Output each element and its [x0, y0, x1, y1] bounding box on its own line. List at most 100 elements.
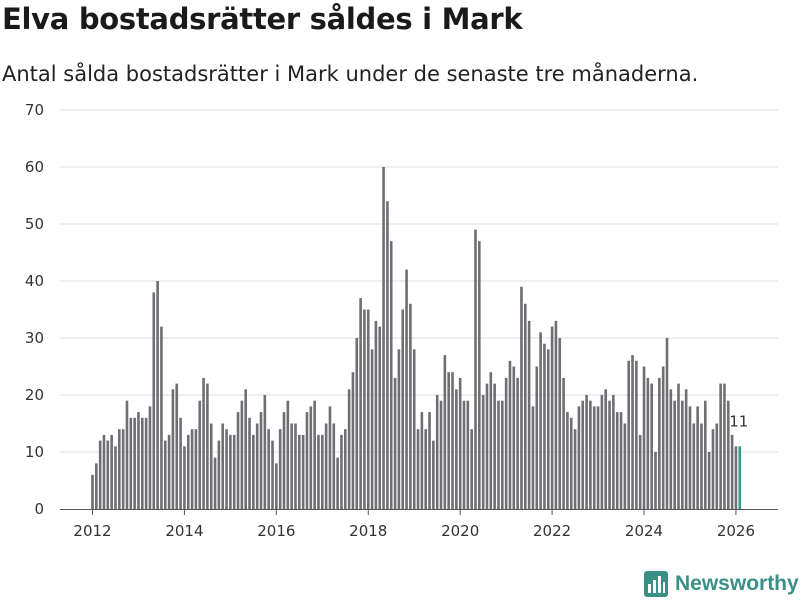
bar — [98, 440, 102, 509]
bar — [527, 320, 531, 509]
bar — [608, 400, 611, 509]
bar — [573, 429, 577, 509]
bar — [171, 389, 175, 509]
bar — [726, 400, 730, 509]
y-tick-label: 10 — [25, 443, 44, 461]
bar — [213, 457, 217, 509]
bar — [198, 400, 202, 509]
bar — [183, 446, 186, 509]
bar — [734, 446, 738, 509]
bar — [278, 429, 282, 509]
bar — [604, 389, 608, 509]
chart-title: Elva bostadsrätter såldes i Mark — [2, 2, 523, 36]
bar — [681, 400, 684, 509]
bar — [581, 400, 585, 509]
y-tick-label: 70 — [25, 101, 44, 119]
bar — [324, 423, 328, 509]
bar — [156, 281, 159, 509]
bar — [635, 360, 638, 509]
bar — [692, 423, 696, 509]
bar — [642, 366, 646, 509]
bar — [455, 389, 458, 509]
bar — [163, 440, 167, 509]
bar — [420, 412, 424, 509]
bar — [106, 440, 110, 509]
bar — [225, 429, 228, 509]
bar — [275, 463, 278, 509]
bar — [232, 434, 236, 509]
bar — [543, 343, 546, 509]
bar — [343, 429, 347, 509]
y-tick-label: 50 — [25, 215, 44, 233]
bar — [501, 400, 504, 509]
bar — [282, 412, 286, 509]
bar — [600, 395, 604, 509]
bar — [478, 241, 481, 509]
bar — [336, 457, 339, 509]
x-tick-label: 2012 — [73, 522, 111, 540]
bar — [684, 389, 688, 509]
bar — [359, 298, 362, 509]
bar — [255, 423, 259, 509]
bar — [298, 434, 301, 509]
bar — [137, 412, 140, 509]
bar — [458, 377, 462, 509]
bar — [512, 366, 516, 509]
bar — [661, 366, 665, 509]
bar — [328, 406, 332, 509]
bar — [481, 395, 485, 509]
bar — [531, 406, 535, 509]
bar — [615, 412, 619, 509]
bar — [133, 417, 136, 509]
bar — [558, 338, 562, 509]
bar — [669, 389, 673, 509]
bar — [535, 366, 539, 509]
bar — [129, 417, 133, 509]
x-tick-label: 2022 — [533, 522, 571, 540]
bar — [186, 434, 190, 509]
bar — [393, 377, 397, 509]
bar — [523, 303, 527, 509]
bar — [309, 406, 313, 509]
bar — [110, 434, 113, 509]
bar — [386, 201, 389, 509]
bar — [401, 309, 405, 509]
bar — [646, 377, 650, 509]
bar — [566, 412, 569, 509]
bar — [148, 406, 152, 509]
bar — [516, 377, 519, 509]
bar — [711, 429, 715, 509]
bar — [206, 383, 209, 509]
bar — [194, 429, 198, 509]
bar — [585, 395, 588, 509]
bar — [167, 434, 171, 509]
bar — [416, 429, 420, 509]
bar — [313, 400, 316, 509]
bar — [236, 412, 240, 509]
bar — [290, 423, 293, 509]
bar — [221, 423, 225, 509]
bar — [470, 429, 473, 509]
bar — [577, 406, 581, 509]
x-tick-label: 2016 — [257, 522, 295, 540]
bar — [259, 412, 263, 509]
y-tick-label: 40 — [25, 272, 44, 290]
x-tick-label: 2024 — [625, 522, 663, 540]
y-tick-label: 20 — [25, 386, 44, 404]
bar — [700, 423, 703, 509]
bar — [152, 292, 156, 509]
bar — [382, 167, 385, 509]
newsworthy-logo-icon — [644, 571, 668, 597]
bar — [546, 349, 550, 509]
bar — [439, 400, 443, 509]
bar — [332, 423, 336, 509]
bar — [175, 383, 179, 509]
y-tick-label: 0 — [34, 500, 44, 518]
bar — [114, 446, 117, 509]
bar — [719, 383, 722, 509]
bar — [466, 400, 470, 509]
bar — [125, 400, 129, 509]
bar — [539, 332, 542, 509]
bar — [612, 395, 615, 509]
bar — [447, 372, 450, 509]
